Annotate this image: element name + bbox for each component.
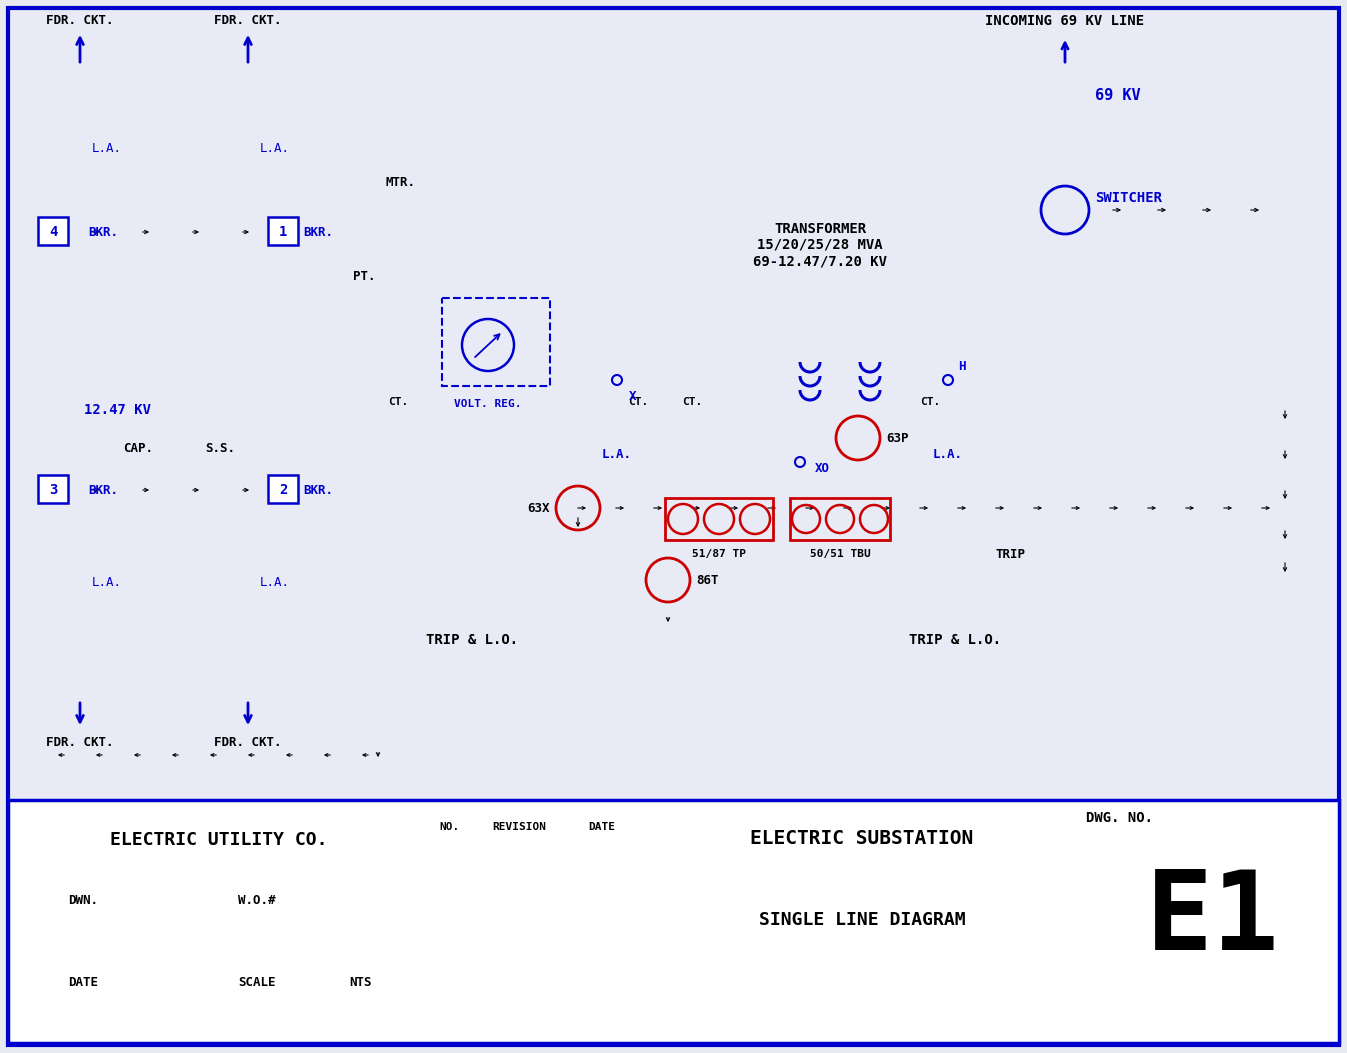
Text: PT.: PT. — [353, 271, 376, 283]
Text: 69 KV: 69 KV — [1095, 87, 1141, 102]
Text: CT.: CT. — [920, 397, 940, 408]
Text: 3: 3 — [48, 483, 57, 497]
Bar — [789, 498, 890, 540]
Text: BKR.: BKR. — [303, 483, 333, 497]
Text: 1: 1 — [279, 225, 287, 239]
Text: SCALE: SCALE — [238, 975, 276, 989]
Text: TRANSFORMER
15/20/25/28 MVA
69-12.47/7.20 KV: TRANSFORMER 15/20/25/28 MVA 69-12.47/7.2… — [753, 222, 888, 269]
Text: L.A.: L.A. — [92, 141, 123, 155]
Text: SINGLE LINE DIAGRAM: SINGLE LINE DIAGRAM — [758, 911, 966, 929]
Text: E1: E1 — [1146, 867, 1280, 974]
Text: SWITCHER: SWITCHER — [1095, 191, 1162, 205]
Text: L.A.: L.A. — [933, 448, 963, 460]
Text: TRIP & L.O.: TRIP & L.O. — [426, 633, 519, 647]
Text: X: X — [629, 390, 637, 402]
Text: INCOMING 69 KV LINE: INCOMING 69 KV LINE — [986, 14, 1145, 28]
Text: L.A.: L.A. — [92, 576, 123, 589]
Text: BKR.: BKR. — [88, 225, 119, 238]
Text: REVISION: REVISION — [492, 822, 546, 832]
Text: ELECTRIC UTILITY CO.: ELECTRIC UTILITY CO. — [110, 831, 327, 849]
Text: BKR.: BKR. — [303, 225, 333, 238]
Text: CT.: CT. — [388, 397, 408, 408]
Text: 50/51 TBU: 50/51 TBU — [810, 549, 870, 559]
Text: DATE: DATE — [589, 822, 616, 832]
Bar — [268, 217, 298, 245]
Text: 63P: 63P — [886, 432, 908, 444]
Bar — [38, 217, 67, 245]
Text: DATE: DATE — [67, 975, 98, 989]
Text: XO: XO — [815, 461, 830, 475]
Text: FDR. CKT.: FDR. CKT. — [214, 14, 282, 26]
Text: NTS: NTS — [349, 975, 372, 989]
Text: W.O.#: W.O.# — [238, 894, 276, 907]
Text: FDR. CKT.: FDR. CKT. — [46, 735, 113, 749]
Text: L.A.: L.A. — [260, 141, 290, 155]
Text: L.A.: L.A. — [602, 448, 632, 460]
Text: ELECTRIC SUBSTATION: ELECTRIC SUBSTATION — [750, 829, 974, 848]
Bar — [665, 498, 773, 540]
Text: FDR. CKT.: FDR. CKT. — [46, 14, 113, 26]
Text: H: H — [958, 359, 966, 373]
Bar — [8, 800, 1339, 1044]
Text: NO.: NO. — [439, 822, 459, 832]
Text: TRIP & L.O.: TRIP & L.O. — [909, 633, 1001, 647]
Text: CT.: CT. — [628, 397, 648, 408]
Text: L.A.: L.A. — [260, 576, 290, 589]
Text: 4: 4 — [48, 225, 57, 239]
Text: DWG. NO.: DWG. NO. — [1087, 811, 1153, 824]
Text: TRIP: TRIP — [995, 548, 1025, 560]
Text: VOLT. REG.: VOLT. REG. — [454, 399, 521, 409]
Text: 2: 2 — [279, 483, 287, 497]
Text: MTR.: MTR. — [385, 176, 415, 188]
Text: BKR.: BKR. — [88, 483, 119, 497]
Text: DWN.: DWN. — [67, 894, 98, 907]
Text: FDR. CKT.: FDR. CKT. — [214, 735, 282, 749]
Text: 12.47 KV: 12.47 KV — [85, 403, 151, 417]
Text: S.S.: S.S. — [205, 441, 234, 455]
Text: CAP.: CAP. — [123, 441, 154, 455]
Bar — [442, 298, 550, 386]
Text: 86T: 86T — [696, 574, 718, 587]
Bar — [268, 475, 298, 503]
Bar — [38, 475, 67, 503]
Text: CT.: CT. — [682, 397, 702, 408]
Text: 51/87 TP: 51/87 TP — [692, 549, 746, 559]
Text: 63X: 63X — [528, 501, 550, 515]
